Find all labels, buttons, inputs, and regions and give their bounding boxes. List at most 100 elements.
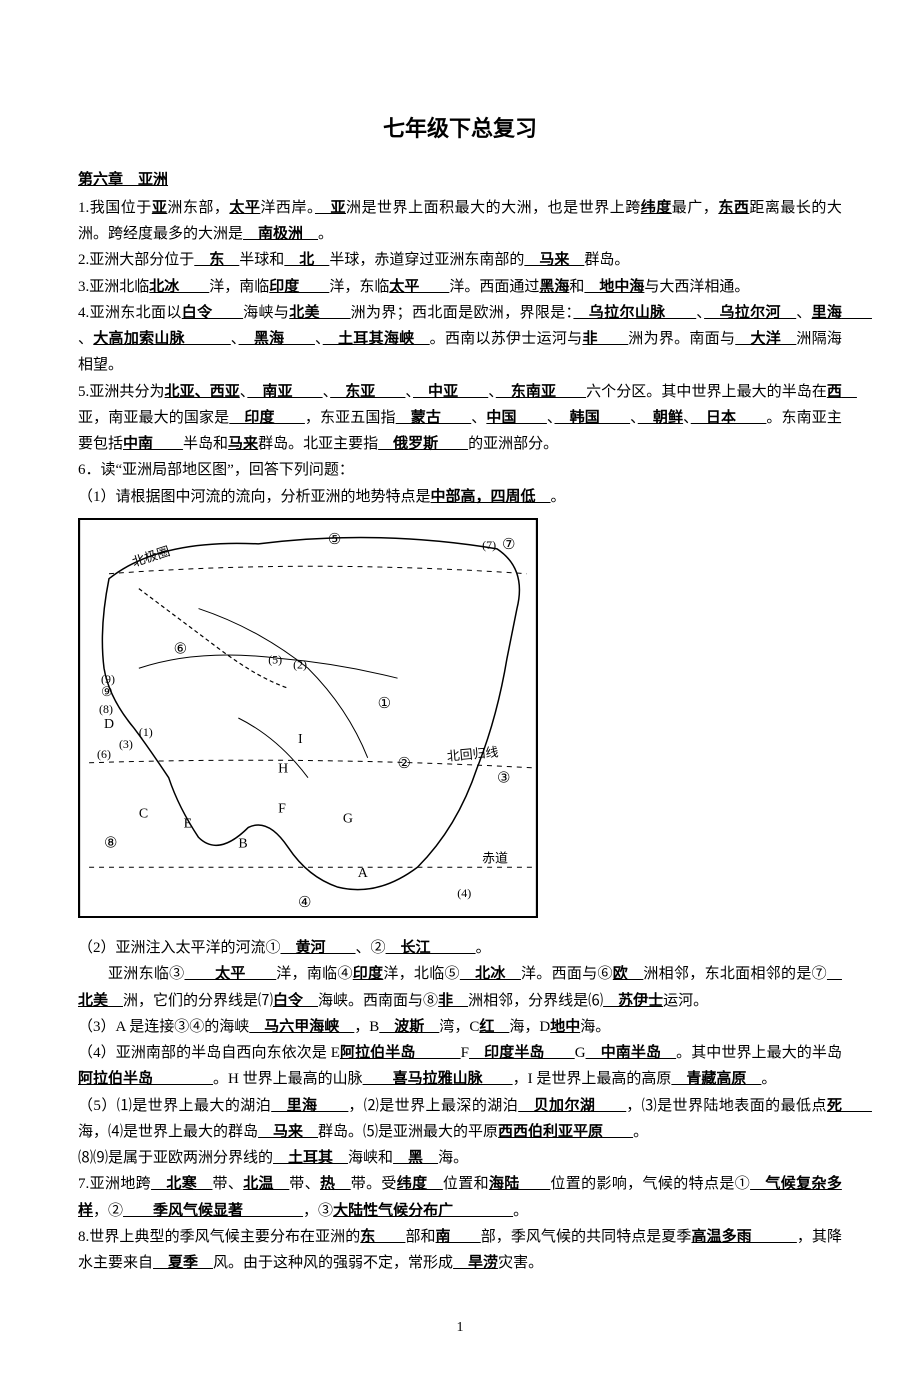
text: 、 — [78, 331, 93, 347]
text: 。 — [761, 1071, 776, 1087]
text: 运河。 — [663, 993, 708, 1009]
answer: 北寒 — [151, 1176, 212, 1192]
text: 部，季风气候的共同特点是夏季 — [481, 1229, 692, 1245]
answer: 太平 — [184, 966, 276, 982]
answer: 土耳其 — [273, 1150, 348, 1166]
text: 位置的影响，气候的特点是① — [550, 1176, 750, 1192]
text: G — [575, 1045, 586, 1061]
answer: 中部高，四周低 — [431, 489, 551, 505]
answer: 太平 — [229, 200, 260, 216]
answer: 季风气候显著 — [123, 1203, 303, 1219]
text: 、 — [471, 410, 486, 426]
answer: 阿拉伯半岛 — [78, 1071, 213, 1087]
text: 。 — [513, 1203, 528, 1219]
map-marker: G — [343, 811, 353, 826]
answer: 旱涝 — [453, 1255, 498, 1271]
text: 海峡与 — [243, 305, 289, 321]
question-7: 7.亚洲地跨 北寒 带、北温 带、热 带。受纬度 位置和海陆 位置的影响，气候的… — [78, 1171, 842, 1224]
answer: 西 — [827, 384, 857, 400]
map-marker: ① — [378, 696, 391, 712]
text: 、② — [356, 940, 386, 956]
text: 、 — [796, 305, 811, 321]
map-marker: E — [184, 816, 193, 831]
text: （1）请根据图中河流的流向，分析亚洲的地势特点是 — [78, 489, 431, 505]
answer: 里海 — [812, 305, 872, 321]
text: （4）亚洲南部的半岛自西向东依次是 E — [78, 1045, 340, 1061]
map-marker: (9) — [101, 672, 115, 686]
text: 洋，南临 — [209, 279, 269, 295]
text: 半岛和 — [183, 436, 228, 452]
text: 群岛。⑸是亚洲最大的平原 — [318, 1124, 498, 1140]
answer: 南 — [436, 1229, 481, 1245]
answer: 北亚、西亚 — [165, 384, 240, 400]
map-marker: (4) — [457, 886, 471, 900]
text: 、 — [315, 331, 323, 347]
answer: 北冰 — [149, 279, 209, 295]
page-number: 1 — [78, 1316, 842, 1341]
question-4: 4.亚洲东北面以白令 海峡与北美 洲为界；西北面是欧洲，界限是： 乌拉尔山脉 、… — [78, 300, 842, 379]
map-marker: A — [358, 866, 368, 881]
map-marker: ⑦ — [502, 537, 515, 553]
text: 亚，南亚最大的国家是 — [78, 410, 229, 426]
text: ，I 是世界上最高的高原 — [513, 1071, 672, 1087]
text: 8.世界上典型的季风气候主要分布在亚洲的 — [78, 1229, 360, 1245]
answer: 黄河 — [281, 940, 356, 956]
text: 亚洲东临③ — [108, 966, 184, 982]
map-marker: ② — [398, 756, 411, 772]
text: （2）亚洲注入太平洋的河流① — [78, 940, 281, 956]
text: 、 — [231, 331, 239, 347]
text: 洋。西面与⑥ — [521, 966, 613, 982]
answer: 印度半岛 — [469, 1045, 575, 1061]
answer: 韩国 — [555, 410, 631, 426]
text: 洲为界；西北面是欧洲，界限是： — [351, 305, 574, 321]
answer: 北 — [284, 252, 329, 268]
answer: 日本 — [691, 410, 767, 426]
map-marker: (1) — [139, 725, 153, 739]
answer: 马来 — [258, 1124, 318, 1140]
text: 。西南以苏伊士运河与 — [430, 331, 583, 347]
text: 海，D — [509, 1019, 550, 1035]
answer: 印度 — [269, 279, 329, 295]
answer: 黑 — [393, 1150, 438, 1166]
text: 洋，南临④ — [276, 966, 352, 982]
text: 1.我国位于 — [78, 200, 152, 216]
text: 7.亚洲地跨 — [78, 1176, 151, 1192]
text: 海。 — [580, 1019, 610, 1035]
map-marker: (3) — [119, 737, 133, 751]
answer: 土耳其海峡 — [323, 331, 430, 347]
text: 风。由于这种风的强弱不定，常形成 — [213, 1255, 453, 1271]
text: 六个分区。其中世界上最大的半岛在 — [586, 384, 827, 400]
answer: 阿拉伯半岛 — [340, 1045, 461, 1061]
text: 位置和 — [443, 1176, 489, 1192]
map-marker: ⑤ — [328, 532, 341, 548]
answer: 黑海 — [539, 279, 569, 295]
text: 群岛。北亚主要指 — [258, 436, 378, 452]
text: 半球，赤道穿过亚洲东南部的 — [329, 252, 524, 268]
map-marker: D — [104, 717, 114, 732]
answer: 东亚 — [330, 384, 405, 400]
map-marker: (2) — [293, 657, 307, 671]
answer: 死 — [827, 1098, 872, 1114]
text: 。 — [551, 489, 566, 505]
question-6-1: （1）请根据图中河流的流向，分析亚洲的地势特点是中部高，四周低 。 — [78, 484, 842, 510]
text: 、 — [405, 384, 413, 400]
text: 和 — [569, 279, 584, 295]
map-marker: (5) — [268, 652, 282, 666]
answer: 朝鲜 — [638, 410, 683, 426]
map-label-equator: 赤道 — [482, 850, 508, 865]
text: 海。 — [438, 1150, 468, 1166]
answer: 喜马拉雅山脉 — [363, 1071, 513, 1087]
answer: 北温 — [243, 1176, 289, 1192]
answer: 马六甲海峡 — [249, 1019, 354, 1035]
text: 。H 世界上最高的山脉 — [213, 1071, 363, 1087]
answer: 长江 — [386, 940, 476, 956]
answer: 红 — [479, 1019, 509, 1035]
answer: 中南 — [123, 436, 183, 452]
text: 带。受 — [351, 1176, 397, 1192]
answer: 印度 — [353, 966, 384, 982]
answer: 东 — [194, 252, 239, 268]
answer: 马来 — [228, 436, 258, 452]
answer: 南亚 — [247, 384, 322, 400]
answer: 波斯 — [379, 1019, 439, 1035]
map-marker: H — [278, 761, 288, 776]
